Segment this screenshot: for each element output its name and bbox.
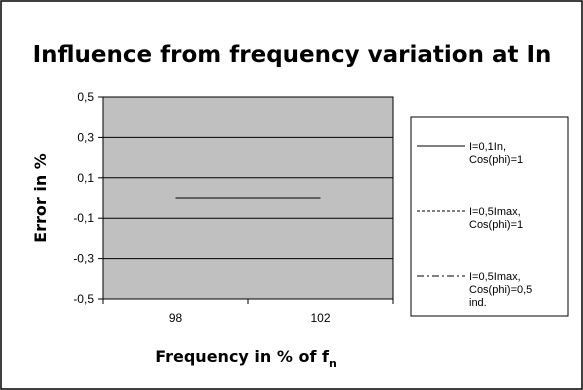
y-tick-label: -0,5 [73,292,94,306]
y-axis-title: Error in % [31,153,50,243]
x-tick-label: 98 [169,311,183,325]
y-tick-label: 0,3 [77,130,94,144]
y-tick-label: -0,3 [73,252,94,266]
legend-label-2: I=0,5Imax, Cos(phi)=1 [469,206,523,231]
x-axis: 98 102 [102,299,394,325]
y-tick-label: 0,1 [77,171,94,185]
y-tick-label: -0,1 [73,211,94,225]
gridlines [103,136,393,260]
legend: I=0,1In, Cos(phi)=1 I=0,5Imax, Cos(phi)=1 I=… [417,141,532,309]
legend-label-1: I=0,1In, Cos(phi)=1 [469,141,523,166]
y-axis: 0,5 0,3 0,1 -0,1 -0,3 -0,5 [73,90,103,306]
x-axis-title: Frequency in % of fn [155,347,337,370]
x-tick-label: 102 [310,311,330,325]
x-axis-title-main: Frequency in % of f [155,347,330,366]
y-tick-label: 0,5 [77,90,94,104]
chart-title: Influence from frequency variation at In [33,42,552,68]
x-axis-title-subscript: n [329,357,337,370]
legend-box [410,116,569,317]
legend-label-3: I=0,5Imax, Cos(phi)=0,5 ind. [469,271,532,309]
